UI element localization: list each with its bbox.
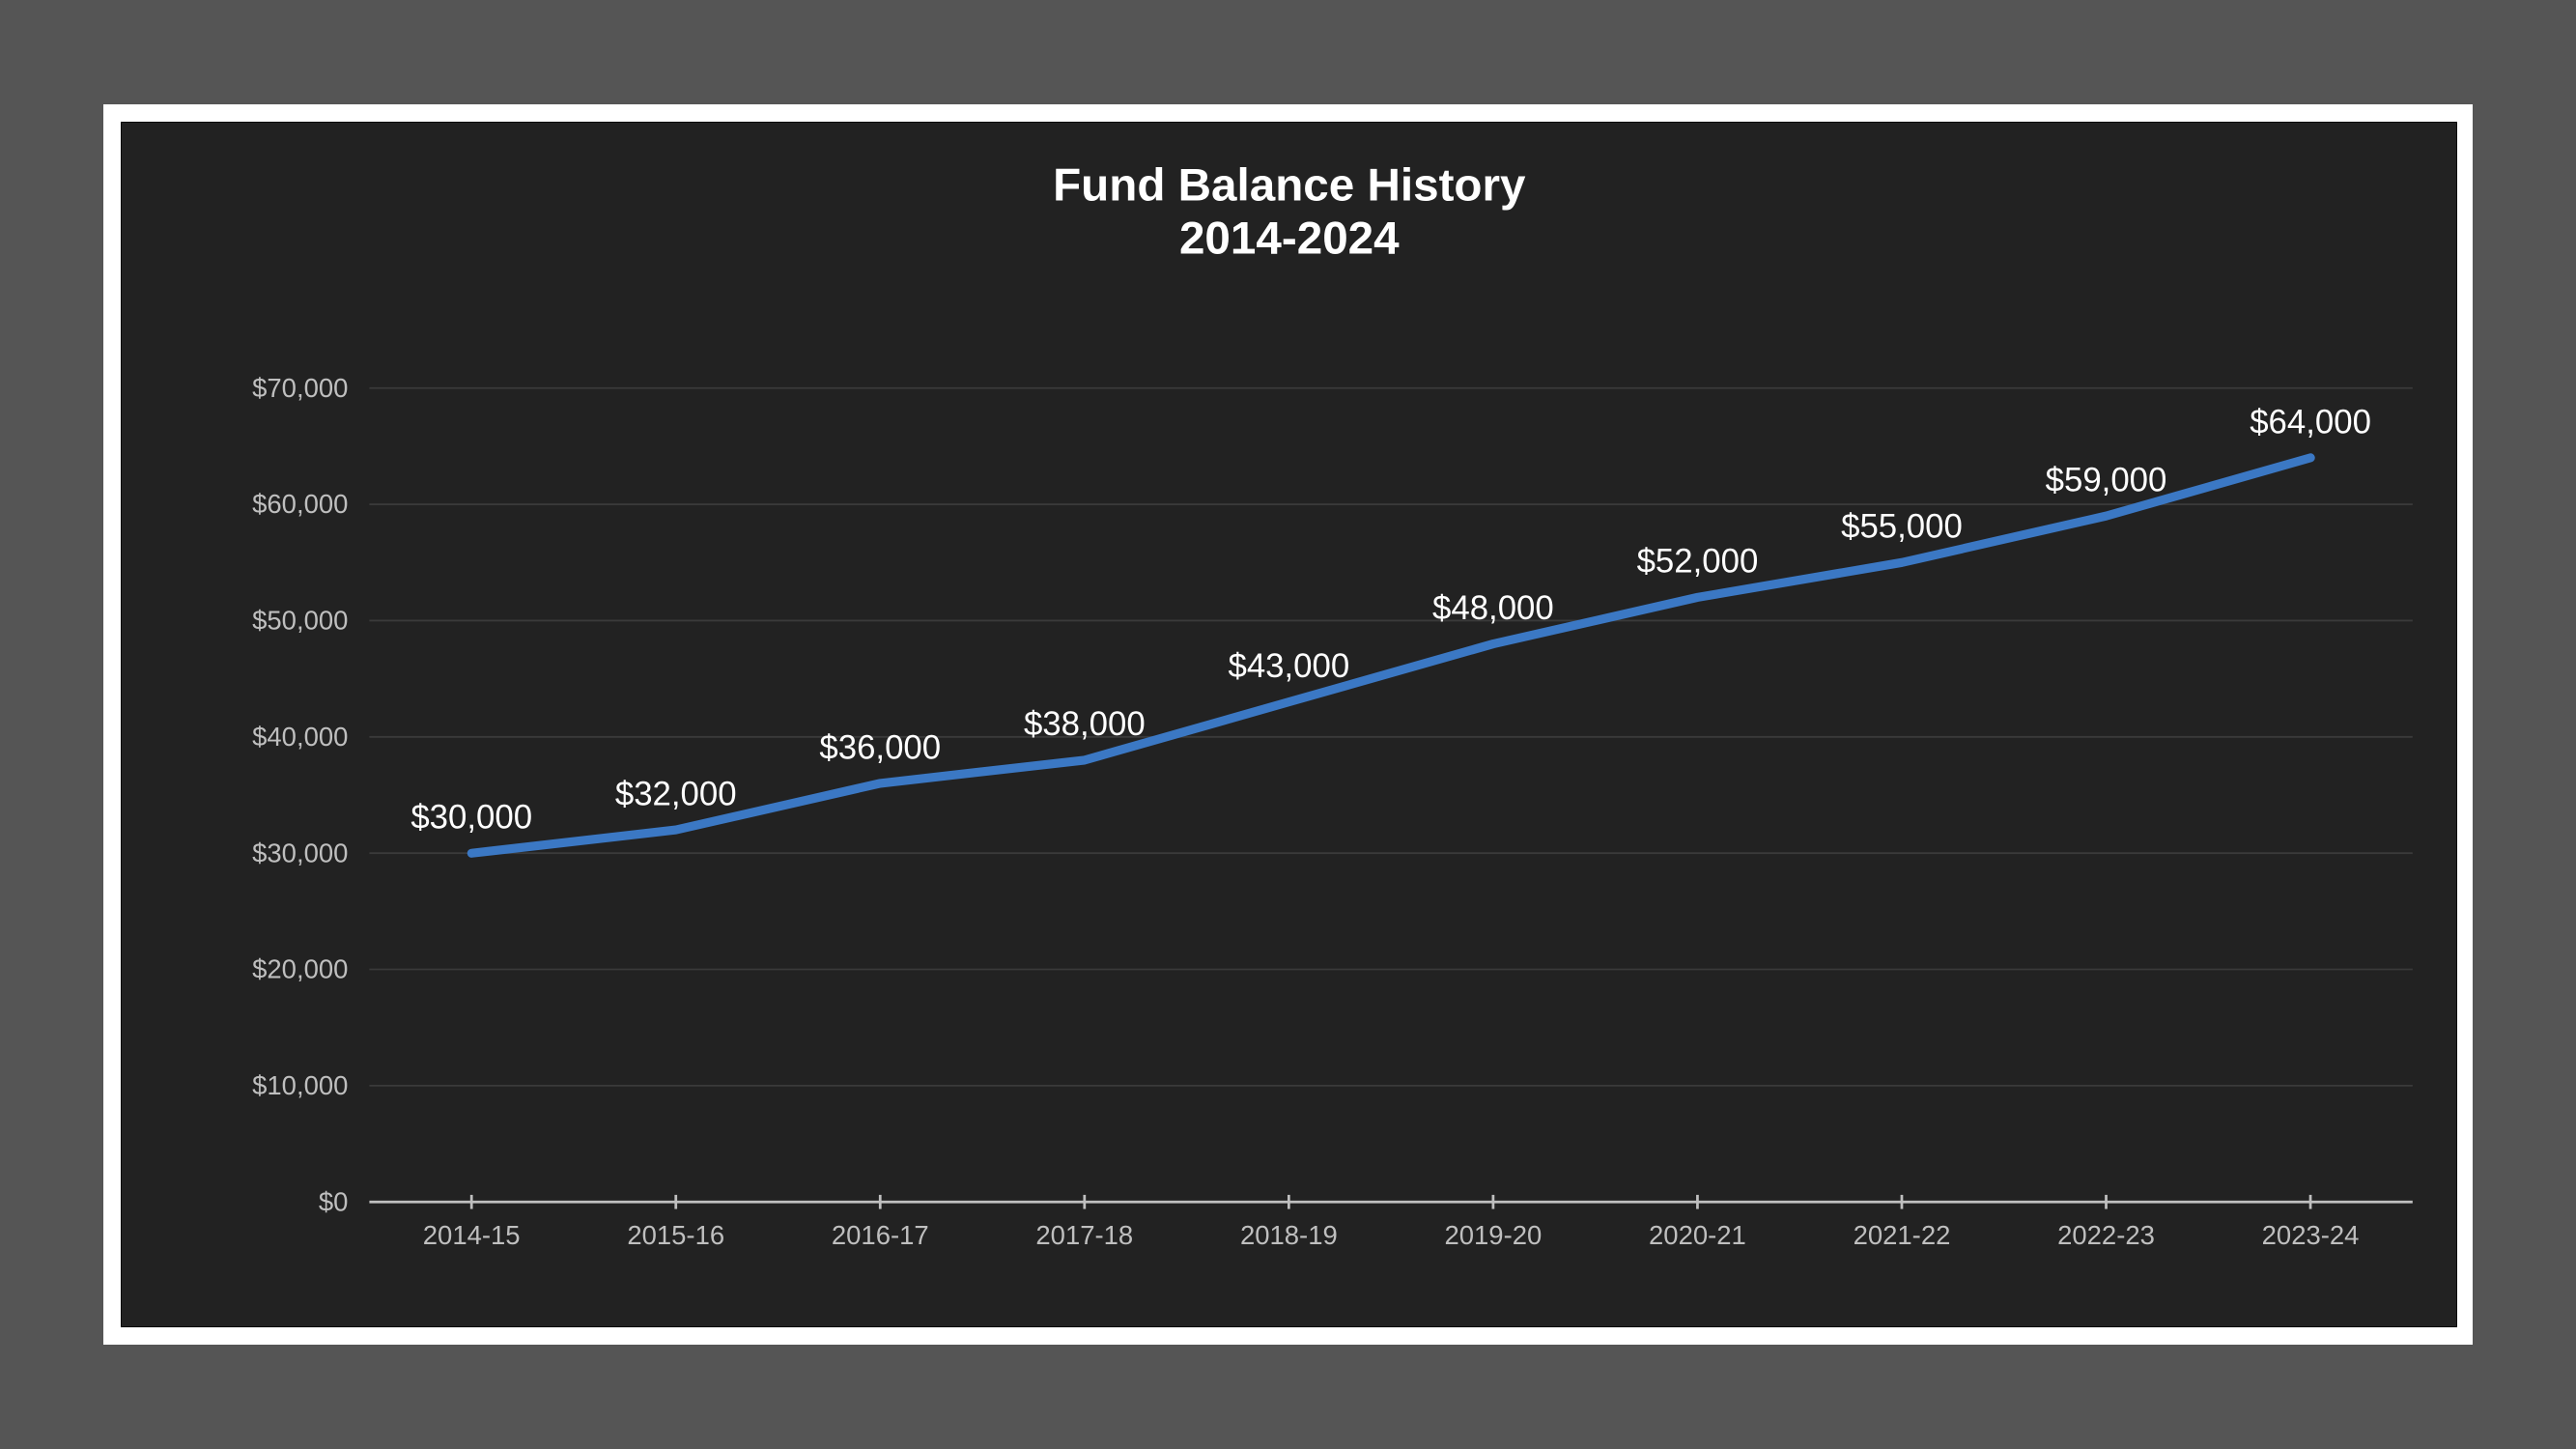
data-label: $30,000 bbox=[410, 800, 532, 837]
x-tick-label: 2016-17 bbox=[832, 1220, 929, 1250]
y-tick-label: $30,000 bbox=[252, 838, 348, 868]
y-tick-label: $0 bbox=[319, 1187, 349, 1217]
y-tick-label: $70,000 bbox=[252, 373, 348, 403]
data-label: $38,000 bbox=[1024, 707, 1146, 744]
y-tick-label: $60,000 bbox=[252, 490, 348, 520]
data-label: $64,000 bbox=[2250, 405, 2371, 441]
x-tick-label: 2021-22 bbox=[1853, 1220, 1950, 1250]
series-line bbox=[471, 458, 2310, 853]
x-tick-label: 2020-21 bbox=[1649, 1220, 1746, 1250]
x-tick-label: 2019-20 bbox=[1444, 1220, 1542, 1250]
x-tick-label: 2018-19 bbox=[1240, 1220, 1338, 1250]
x-tick-label: 2022-23 bbox=[2057, 1220, 2155, 1250]
y-tick-label: $10,000 bbox=[252, 1070, 348, 1100]
x-tick-label: 2014-15 bbox=[422, 1220, 520, 1250]
data-label: $59,000 bbox=[2045, 463, 2166, 499]
chart-card: Fund Balance History2014-2024 $0 $10,000 $2… bbox=[103, 104, 2474, 1344]
data-label: $55,000 bbox=[1841, 509, 1963, 546]
x-tick-label: 2017-18 bbox=[1035, 1220, 1133, 1250]
y-tick-label: $40,000 bbox=[252, 722, 348, 752]
chart-title-line1: Fund Balance History bbox=[1053, 160, 1526, 212]
y-tick-label: $50,000 bbox=[252, 606, 348, 636]
line-chart: Fund Balance History2014-2024 $0 $10,000 $2… bbox=[122, 123, 2457, 1325]
y-tick-label: $20,000 bbox=[252, 954, 348, 984]
x-tick-label: 2023-24 bbox=[2261, 1220, 2359, 1250]
chart-panel: Fund Balance History2014-2024 $0 $10,000 $2… bbox=[121, 122, 2458, 1326]
data-label: $36,000 bbox=[819, 730, 941, 767]
data-label: $43,000 bbox=[1228, 648, 1349, 685]
x-tick-label: 2015-16 bbox=[627, 1220, 724, 1250]
chart-title-line2: 2014-2024 bbox=[1179, 213, 1400, 265]
data-label: $52,000 bbox=[1636, 544, 1758, 581]
data-label: $32,000 bbox=[615, 777, 737, 813]
data-label: $48,000 bbox=[1432, 590, 1554, 627]
